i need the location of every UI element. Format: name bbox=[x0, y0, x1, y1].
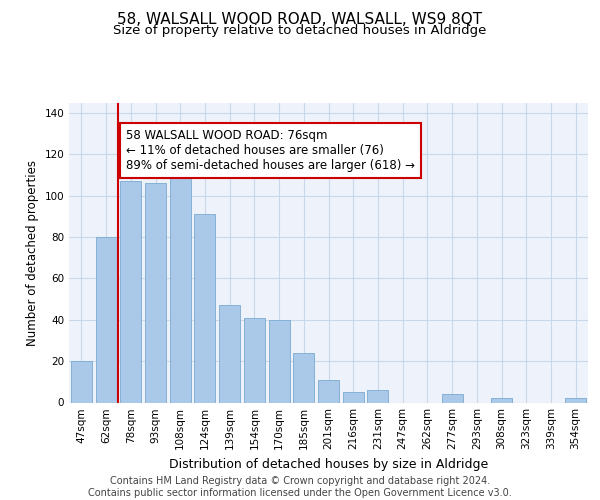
Bar bbox=[194, 214, 215, 402]
Bar bbox=[95, 237, 116, 402]
Bar bbox=[343, 392, 364, 402]
Bar bbox=[442, 394, 463, 402]
Y-axis label: Number of detached properties: Number of detached properties bbox=[26, 160, 39, 346]
Text: 58 WALSALL WOOD ROAD: 76sqm
← 11% of detached houses are smaller (76)
89% of sem: 58 WALSALL WOOD ROAD: 76sqm ← 11% of det… bbox=[126, 130, 415, 172]
Bar bbox=[293, 353, 314, 403]
Bar bbox=[491, 398, 512, 402]
X-axis label: Distribution of detached houses by size in Aldridge: Distribution of detached houses by size … bbox=[169, 458, 488, 471]
Bar bbox=[170, 168, 191, 402]
Bar bbox=[120, 181, 141, 402]
Bar bbox=[244, 318, 265, 402]
Bar bbox=[71, 361, 92, 403]
Text: Size of property relative to detached houses in Aldridge: Size of property relative to detached ho… bbox=[113, 24, 487, 37]
Bar bbox=[219, 306, 240, 402]
Bar bbox=[565, 398, 586, 402]
Bar bbox=[318, 380, 339, 402]
Bar bbox=[367, 390, 388, 402]
Text: 58, WALSALL WOOD ROAD, WALSALL, WS9 8QT: 58, WALSALL WOOD ROAD, WALSALL, WS9 8QT bbox=[118, 12, 482, 28]
Bar bbox=[145, 183, 166, 402]
Bar bbox=[269, 320, 290, 402]
Text: Contains HM Land Registry data © Crown copyright and database right 2024.
Contai: Contains HM Land Registry data © Crown c… bbox=[88, 476, 512, 498]
